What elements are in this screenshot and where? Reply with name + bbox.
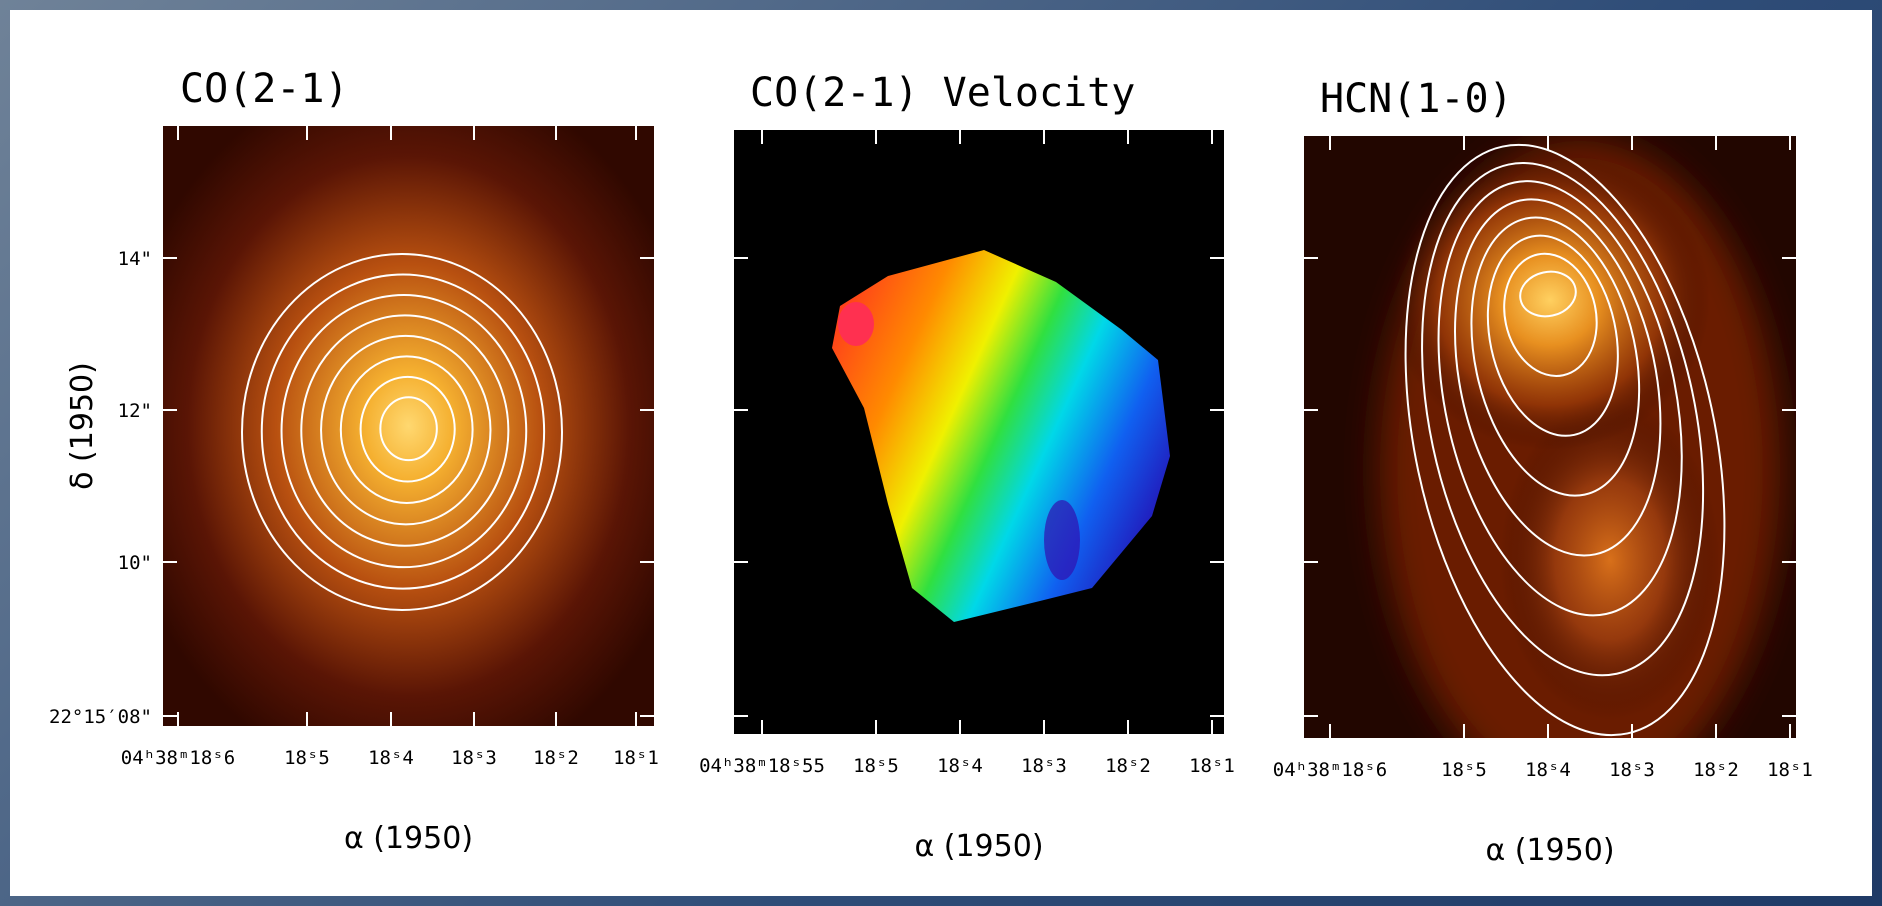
x-tick-label: 18ˢ2 [533,747,579,769]
x-axis-label: α (1950) [344,821,473,856]
contour [260,273,546,590]
x-tick-label: 04ʰ38ᵐ18ˢ55 [699,755,825,777]
x-tick-label: 18ˢ5 [284,747,330,769]
velocity-min [1044,500,1080,580]
y-tick-label: 14" [118,248,152,270]
x-tick-label: 18ˢ3 [1021,755,1067,777]
x-tick-label: 18ˢ4 [368,747,414,769]
contour [1437,180,1683,617]
contour [300,314,510,547]
x-tick-label: 18ˢ5 [853,755,899,777]
contour [241,253,563,611]
x-tick-label: 18ˢ3 [451,747,497,769]
contour [1404,143,1726,737]
co-map [163,126,654,726]
x-tick-label: 18ˢ3 [1609,759,1655,781]
contour [359,375,456,483]
x-tick-label: 18ˢ2 [1693,759,1739,781]
contour [1454,198,1662,557]
contour [379,396,438,462]
contours [241,253,563,611]
contour [1486,234,1619,437]
contour [1519,270,1577,318]
contour [1503,252,1598,377]
x-axis-label: α (1950) [914,829,1043,864]
contour [320,334,492,526]
x-tick-label: 18ˢ2 [1105,755,1151,777]
y-tick-label: 12" [118,400,152,422]
velocity-field [832,250,1170,622]
x-tick-label: 18ˢ1 [613,747,659,769]
x-tick-label: 18ˢ5 [1441,759,1487,781]
panel-title: HCN(1-0) [1320,76,1513,122]
x-tick-label: 18ˢ1 [1189,755,1235,777]
x-tick-label: 18ˢ4 [1525,759,1571,781]
panel-title: CO(2-1) Velocity [750,70,1135,116]
panel-title: CO(2-1) [180,66,349,112]
contour [1421,162,1705,677]
x-tick-label: 18ˢ1 [1767,759,1813,781]
y-tick-label: 22°15′08" [49,706,152,728]
x-tick-label: 18ˢ4 [937,755,983,777]
x-tick-label: 04ʰ38ᵐ18ˢ6 [1273,759,1387,781]
contour [1470,216,1641,497]
y-axis-label: δ (1950) [65,362,100,490]
contour [280,293,528,569]
x-axis-label: α (1950) [1485,833,1614,868]
contours [1404,143,1726,737]
tick-marks [163,126,1796,738]
x-tick-label: 04ʰ38ᵐ18ˢ6 [121,747,235,769]
velocity-peak [838,302,874,346]
contour [339,355,474,504]
y-tick-label: 10" [118,552,152,574]
